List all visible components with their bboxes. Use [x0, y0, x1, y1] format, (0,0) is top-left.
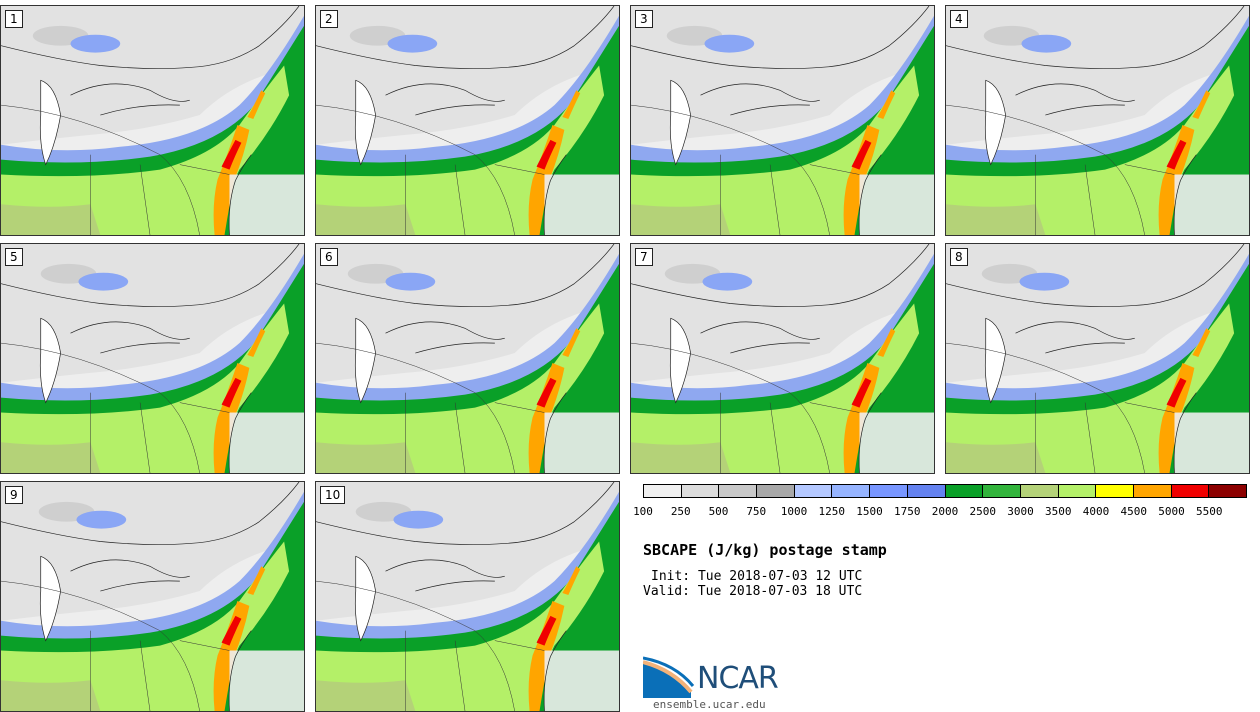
- colorbar-tick-3000: 3000: [1007, 505, 1034, 518]
- colorbar: [643, 484, 1247, 498]
- valid-time: Valid: Tue 2018-07-03 18 UTC: [643, 584, 863, 599]
- cape-map-icon: [316, 482, 619, 711]
- colorbar-tick-750: 750: [746, 505, 767, 518]
- colorbar-segment-12: [1058, 485, 1097, 497]
- init-time: Init: Tue 2018-07-03 12 UTC: [651, 569, 863, 584]
- colorbar-tick-100: 100: [633, 505, 653, 518]
- colorbar-segment-16: [1209, 485, 1246, 497]
- member-number: 10: [320, 486, 346, 504]
- colorbar-tick-1250: 1250: [818, 505, 846, 518]
- ncar-logo-icon: [643, 656, 695, 698]
- ncar-logo-text: NCAR: [697, 661, 779, 696]
- cape-map-icon: [316, 244, 619, 473]
- cape-map-icon: [946, 244, 1249, 473]
- colorbar-segment-15: [1171, 485, 1210, 497]
- colorbar-segment-14: [1133, 485, 1172, 497]
- cape-map-icon: [316, 6, 619, 235]
- colorbar-segment-8: [907, 485, 946, 497]
- colorbar-segment-3: [719, 485, 758, 497]
- member-number: 1: [5, 10, 23, 28]
- member-panel-1: 1: [0, 5, 305, 236]
- colorbar-tick-5500: 5500: [1196, 505, 1223, 518]
- cape-map-icon: [631, 6, 934, 235]
- member-number: 7: [635, 248, 653, 266]
- colorbar-tick-5000: 5000: [1158, 505, 1185, 518]
- member-panel-8: 8: [945, 243, 1250, 474]
- colorbar-tick-2000: 2000: [931, 505, 959, 518]
- colorbar-tick-4500: 4500: [1120, 505, 1148, 518]
- cape-map-icon: [1, 244, 304, 473]
- colorbar-segment-7: [870, 485, 908, 497]
- cape-map-icon: [1, 6, 304, 235]
- member-panel-7: 7: [630, 243, 935, 474]
- colorbar-segment-2: [681, 485, 720, 497]
- colorbar-tick-1000: 1000: [780, 505, 808, 518]
- colorbar-tick-2500: 2500: [969, 505, 997, 518]
- member-number: 6: [320, 248, 338, 266]
- member-number: 3: [635, 10, 653, 28]
- url-text: ensemble.ucar.edu: [653, 698, 766, 711]
- colorbar-tick-250: 250: [670, 505, 691, 518]
- colorbar-segment-9: [945, 485, 984, 497]
- member-panel-3: 3: [630, 5, 935, 236]
- colorbar-tick-1750: 1750: [894, 505, 921, 518]
- colorbar-segment-11: [1020, 485, 1059, 497]
- member-panel-10: 10: [315, 481, 620, 712]
- member-panel-9: 9: [0, 481, 305, 712]
- colorbar-segment-5: [794, 485, 833, 497]
- member-panel-2: 2: [315, 5, 620, 236]
- cape-map-icon: [1, 482, 304, 711]
- colorbar-ticks: 100 250 500 750 1000 1250 1500 1750 2000 2500 3000…: [633, 505, 1247, 519]
- colorbar-segment-6: [832, 485, 871, 497]
- member-panel-6: 6: [315, 243, 620, 474]
- colorbar-tick-4000: 4000: [1082, 505, 1110, 518]
- colorbar-segment-4: [757, 485, 795, 497]
- colorbar-segment-1: [644, 485, 682, 497]
- member-panel-4: 4: [945, 5, 1250, 236]
- member-number: 5: [5, 248, 23, 266]
- cape-map-icon: [631, 244, 934, 473]
- member-panel-5: 5: [0, 243, 305, 474]
- colorbar-segment-10: [983, 485, 1021, 497]
- colorbar-segment-13: [1096, 485, 1134, 497]
- member-number: 9: [5, 486, 23, 504]
- cape-map-icon: [946, 6, 1249, 235]
- member-number: 2: [320, 10, 338, 28]
- colorbar-tick-3500: 3500: [1045, 505, 1072, 518]
- colorbar-tick-1500: 1500: [856, 505, 883, 518]
- colorbar-tick-500: 500: [708, 505, 729, 518]
- member-number: 8: [950, 248, 968, 266]
- product-title: SBCAPE (J/kg) postage stamp: [643, 541, 887, 559]
- member-number: 4: [950, 10, 968, 28]
